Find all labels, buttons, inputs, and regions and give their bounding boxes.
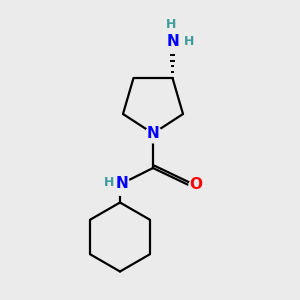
Text: N: N [116, 176, 129, 190]
Text: H: H [103, 176, 114, 190]
Text: O: O [189, 177, 203, 192]
Text: H: H [184, 35, 194, 49]
Text: H: H [166, 18, 176, 32]
Text: N: N [166, 34, 179, 50]
Text: N: N [147, 126, 159, 141]
